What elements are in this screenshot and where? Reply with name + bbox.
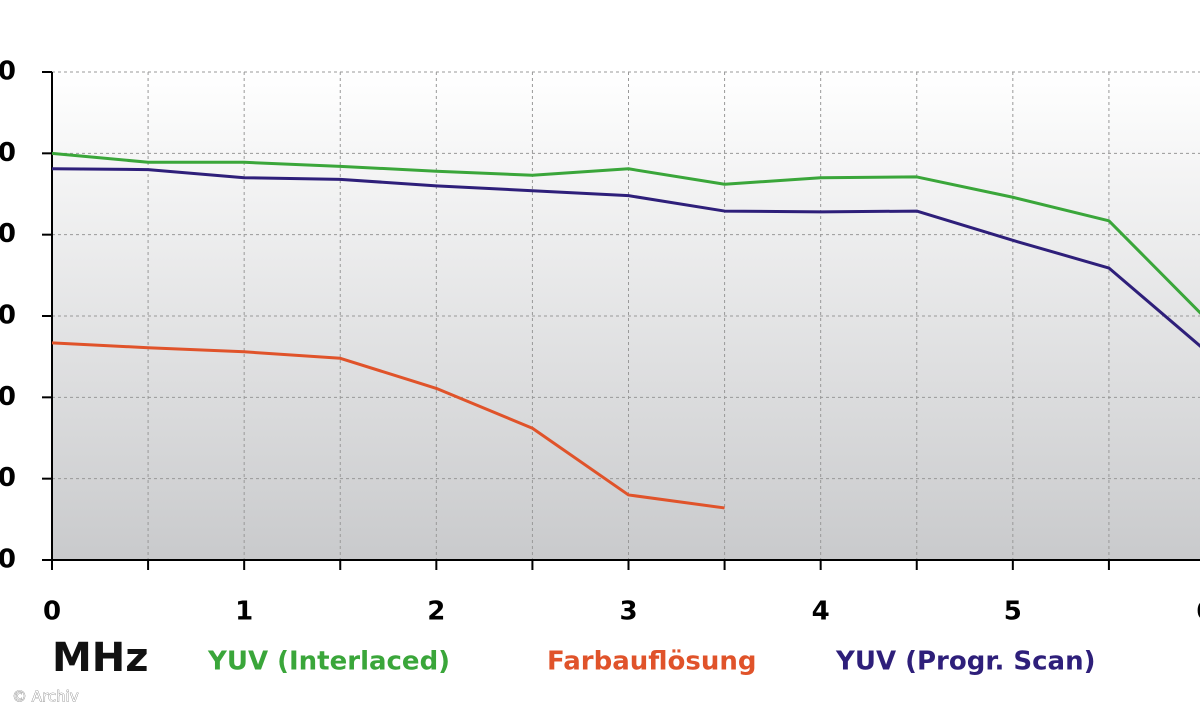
series-line — [51, 151, 1200, 315]
y-tick-label: -20 — [0, 219, 16, 249]
credit: © Archiv — [12, 688, 79, 706]
y-tick-label: -10 — [0, 138, 16, 168]
legend-entry: Farbauflösung — [547, 647, 757, 677]
y-tick-label: 0 — [0, 57, 16, 87]
series-line — [51, 341, 725, 510]
legend-entry: YUV (Progr. Scan) — [835, 647, 1095, 677]
y-tick-label: -30 — [0, 301, 16, 331]
x-tick-label: 6 — [1196, 597, 1200, 627]
x-tick-label: 1 — [235, 597, 253, 627]
x-tick-label: 2 — [427, 597, 445, 627]
y-tick-label: -60 — [0, 545, 16, 575]
legend-entry: YUV (Interlaced) — [207, 647, 450, 677]
series-line — [51, 167, 1200, 348]
x-tick-label: 4 — [812, 597, 830, 627]
x-axis-label: MHz — [52, 635, 149, 681]
y-tick-label: -40 — [0, 382, 16, 412]
x-tick-label: 3 — [619, 597, 637, 627]
x-tick-label: 0 — [43, 597, 61, 627]
y-tick-label: -50 — [0, 463, 16, 493]
x-tick-label: 5 — [1004, 597, 1022, 627]
plot-area — [52, 72, 1200, 560]
